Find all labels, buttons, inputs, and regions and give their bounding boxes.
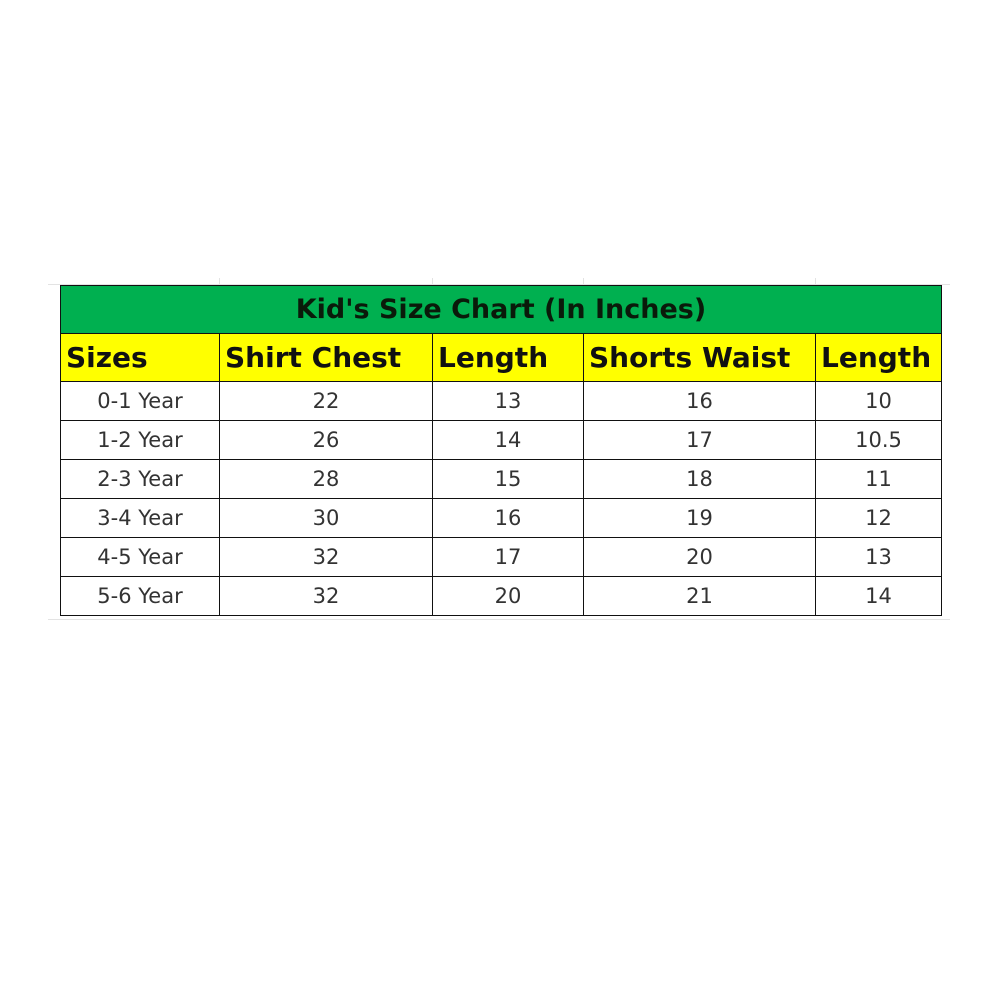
table-row: 3-4 Year 30 16 19 12 [60, 498, 942, 538]
value-cell[interactable]: 12 [815, 498, 942, 538]
size-cell[interactable]: 2-3 Year [60, 459, 220, 499]
value-cell[interactable]: 20 [432, 576, 584, 616]
value-cell[interactable]: 13 [815, 537, 942, 577]
gridline [219, 278, 220, 286]
value-cell[interactable]: 19 [583, 498, 816, 538]
gridline [432, 278, 433, 286]
title-row: Kid's Size Chart (In Inches) [60, 285, 942, 334]
value-cell[interactable]: 10 [815, 381, 942, 421]
size-cell[interactable]: 0-1 Year [60, 381, 220, 421]
column-header[interactable]: Sizes [60, 333, 220, 382]
value-cell[interactable]: 22 [219, 381, 433, 421]
value-cell[interactable]: 17 [432, 537, 584, 577]
value-cell[interactable]: 32 [219, 576, 433, 616]
size-cell[interactable]: 1-2 Year [60, 420, 220, 460]
column-header[interactable]: Length [815, 333, 942, 382]
gridline [583, 278, 584, 286]
column-header[interactable]: Shorts Waist [583, 333, 816, 382]
value-cell[interactable]: 26 [219, 420, 433, 460]
table-title: Kid's Size Chart (In Inches) [60, 285, 942, 334]
column-header[interactable]: Length [432, 333, 584, 382]
value-cell[interactable]: 14 [815, 576, 942, 616]
size-chart-table: Kid's Size Chart (In Inches) Sizes Shirt … [60, 285, 942, 616]
value-cell[interactable]: 10.5 [815, 420, 942, 460]
gridline [48, 284, 950, 285]
column-header[interactable]: Shirt Chest [219, 333, 433, 382]
value-cell[interactable]: 15 [432, 459, 584, 499]
value-cell[interactable]: 21 [583, 576, 816, 616]
table-row: 5-6 Year 32 20 21 14 [60, 576, 942, 616]
size-cell[interactable]: 3-4 Year [60, 498, 220, 538]
table-row: 1-2 Year 26 14 17 10.5 [60, 420, 942, 460]
value-cell[interactable]: 16 [432, 498, 584, 538]
value-cell[interactable]: 30 [219, 498, 433, 538]
value-cell[interactable]: 14 [432, 420, 584, 460]
table-row: 4-5 Year 32 17 20 13 [60, 537, 942, 577]
size-cell[interactable]: 5-6 Year [60, 576, 220, 616]
value-cell[interactable]: 13 [432, 381, 584, 421]
size-cell[interactable]: 4-5 Year [60, 537, 220, 577]
table-row: 0-1 Year 22 13 16 10 [60, 381, 942, 421]
value-cell[interactable]: 28 [219, 459, 433, 499]
value-cell[interactable]: 17 [583, 420, 816, 460]
value-cell[interactable]: 16 [583, 381, 816, 421]
value-cell[interactable]: 32 [219, 537, 433, 577]
gridline [48, 619, 950, 620]
header-row: Sizes Shirt Chest Length Shorts Waist Length [60, 333, 942, 382]
value-cell[interactable]: 11 [815, 459, 942, 499]
table-row: 2-3 Year 28 15 18 11 [60, 459, 942, 499]
value-cell[interactable]: 18 [583, 459, 816, 499]
gridline [815, 278, 816, 286]
value-cell[interactable]: 20 [583, 537, 816, 577]
